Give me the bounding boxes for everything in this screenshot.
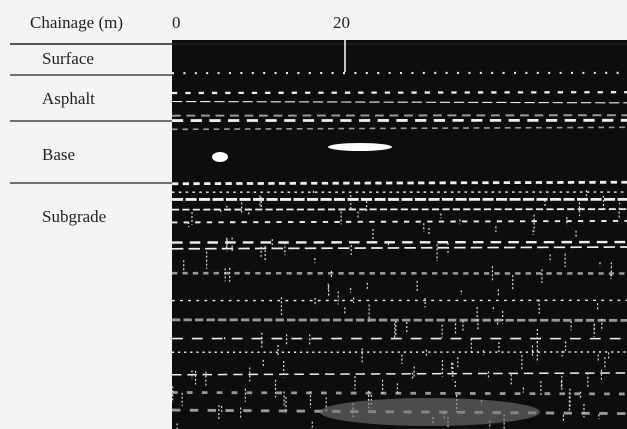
radargram-figure: Chainage (m) 0 20 Surface Asphalt Base S… xyxy=(0,0,627,429)
layer-label: Subgrade xyxy=(42,207,106,226)
radargram-image xyxy=(172,40,627,429)
tick-label: 0 xyxy=(172,13,181,32)
axis-label: Chainage (m) xyxy=(30,13,123,32)
texture-streak xyxy=(172,92,627,93)
layer-label: Base xyxy=(42,145,75,164)
layer-label: Surface xyxy=(42,49,94,68)
page: Chainage (m) 0 20 Surface Asphalt Base S… xyxy=(0,0,627,429)
texture-streak xyxy=(212,152,228,162)
layer-label: Asphalt xyxy=(42,89,95,108)
texture-streak xyxy=(328,143,392,151)
texture-streak xyxy=(320,398,540,426)
tick-label: 20 xyxy=(333,13,350,32)
texture-streak xyxy=(172,182,627,184)
